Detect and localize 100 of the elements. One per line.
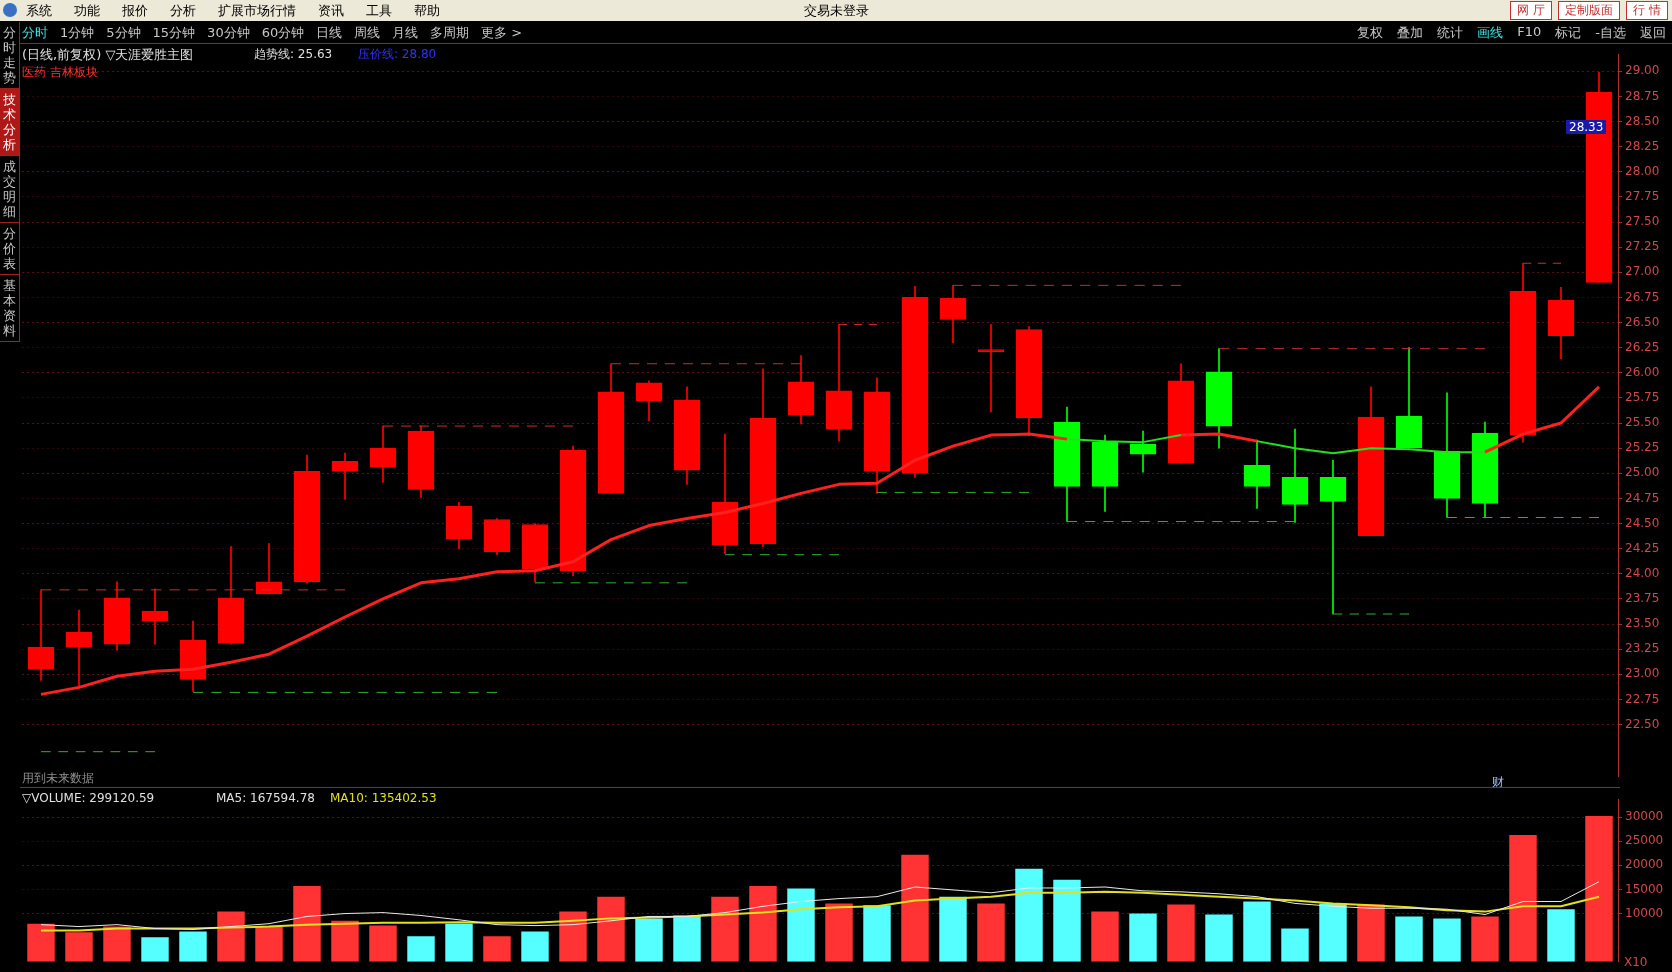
candlestick [1319, 459, 1347, 615]
text: F10 [1517, 24, 1542, 39]
y-tick-label: 30000 [1625, 809, 1664, 824]
bar [635, 918, 663, 962]
candlestick [1281, 428, 1309, 523]
bar [521, 931, 549, 962]
bar [825, 903, 853, 962]
candlestick [445, 502, 473, 549]
text: 成交明细 [2, 159, 17, 219]
text: 画线 [1477, 25, 1504, 40]
text: X10 [1624, 955, 1648, 969]
y-tick-label: 24.25 [1625, 540, 1660, 555]
bar [331, 920, 359, 962]
text: 分时 [22, 25, 48, 40]
y-tick-label: 15000 [1625, 881, 1664, 896]
text: 基本资料 [2, 278, 17, 338]
bar [1129, 913, 1157, 962]
annotation: MA5: 167594.78 [216, 791, 315, 805]
bar [597, 896, 625, 962]
text: 叠加 [1397, 25, 1424, 40]
y-tick-label: 28.00 [1625, 163, 1660, 178]
text: -自选 [1595, 25, 1626, 40]
y-tick-label: 29.00 [1625, 63, 1660, 78]
text: 帮助 [414, 3, 440, 18]
bar [1015, 868, 1043, 962]
text: 工具 [366, 3, 392, 18]
text: 行 情 [1633, 3, 1661, 17]
bar [103, 926, 131, 962]
bar [1509, 834, 1537, 962]
y-tick-label: 25.25 [1625, 440, 1660, 455]
y-tick-label: 25000 [1625, 833, 1664, 848]
annotation: 用到未来数据 [22, 771, 94, 785]
annotation: MA10: 135402.53 [330, 791, 437, 805]
text: 系统 [26, 3, 52, 18]
text: 分析 [170, 3, 196, 18]
bar [1471, 916, 1499, 962]
y-tick-label: 27.00 [1625, 264, 1660, 279]
text: 日线 [316, 25, 343, 40]
bar [141, 937, 169, 962]
text: 1分钟 [60, 25, 95, 40]
text: 15分钟 [152, 25, 196, 40]
bar [1205, 914, 1233, 962]
text: 标记 [1555, 25, 1582, 40]
y-tick-label: 26.75 [1625, 289, 1660, 304]
annotation: 财 [1492, 775, 1504, 789]
bar [1091, 911, 1119, 962]
text: 定制版面 [1565, 3, 1614, 17]
annotation: 趋势线: 25.63 [254, 47, 333, 61]
candlestick [27, 589, 55, 681]
y-tick-label: 27.75 [1625, 189, 1660, 204]
y-tick-label: 24.50 [1625, 515, 1660, 530]
y-tick-label: 23.00 [1625, 666, 1660, 681]
annotation: 医药 吉林板块 [22, 65, 98, 79]
text: 分时走势 [2, 25, 17, 85]
text: 60分钟 [261, 25, 305, 40]
bar [293, 886, 321, 962]
bar [1053, 879, 1081, 962]
bar [787, 888, 815, 962]
candlestick [977, 324, 1005, 413]
bar [711, 896, 739, 962]
y-tick-label: 10000 [1625, 905, 1664, 920]
text: 分价表 [2, 226, 17, 271]
bar [1585, 816, 1613, 962]
text: 交易未登录 [803, 3, 869, 18]
y-tick-label: 28.75 [1625, 88, 1660, 103]
bar [369, 925, 397, 962]
candlestick [1129, 430, 1157, 473]
y-tick-label: 24.75 [1625, 490, 1660, 505]
y-tick-label: 25.00 [1625, 465, 1660, 480]
y-tick-label: 23.75 [1625, 591, 1660, 606]
y-tick-label: 25.50 [1625, 415, 1660, 430]
y-tick-label: 26.25 [1625, 339, 1660, 354]
bar [939, 896, 967, 962]
text: 复权 [1357, 25, 1384, 40]
candlestick [483, 518, 511, 556]
bar [1357, 904, 1385, 962]
bar [1243, 901, 1271, 962]
y-tick-label: 26.00 [1625, 364, 1660, 379]
bar [445, 923, 473, 962]
y-tick-label: 23.25 [1625, 641, 1660, 656]
bar [901, 854, 929, 962]
annotation: 28.33 [1569, 120, 1604, 134]
bar [179, 931, 207, 962]
y-tick-label: 24.00 [1625, 565, 1660, 580]
bar [977, 903, 1005, 962]
text: 周线 [354, 25, 381, 40]
text: 多周期 [430, 25, 470, 40]
text: 技术分析 [2, 92, 17, 152]
annotation: ▽VOLUME: 299120.59 [22, 791, 155, 805]
text: 报价 [122, 3, 148, 18]
text: 30分钟 [207, 25, 250, 40]
candlestick [1547, 287, 1575, 360]
y-tick-label: 25.75 [1625, 390, 1660, 405]
candlestick [1243, 439, 1271, 509]
bar [673, 915, 701, 962]
bar [483, 936, 511, 962]
bar [1395, 916, 1423, 962]
y-tick-label: 26.50 [1625, 314, 1660, 329]
bar [559, 911, 587, 962]
bar [65, 932, 93, 962]
